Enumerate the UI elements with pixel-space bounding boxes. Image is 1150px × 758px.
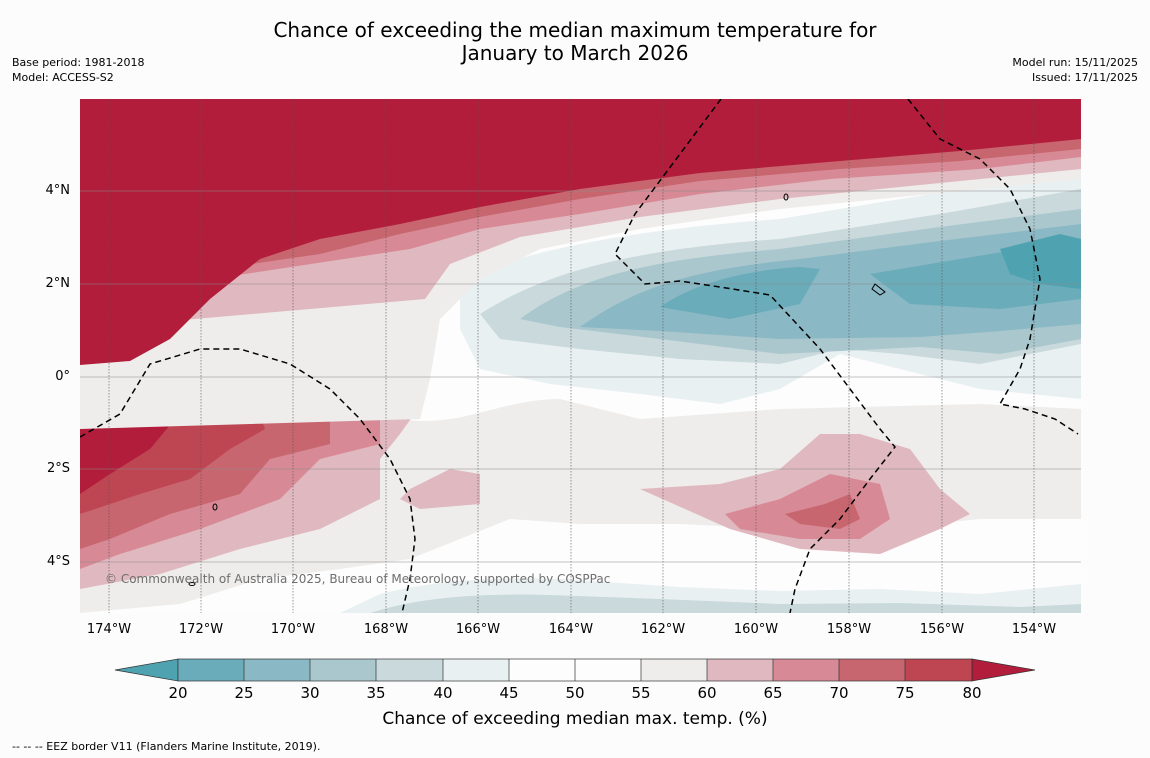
lon-label-162w: 162°W (640, 622, 686, 637)
colorbar-bin-40-45 (443, 659, 509, 681)
lon-label-174w: 174°W (86, 622, 132, 637)
lon-label-158w: 158°W (826, 622, 872, 637)
lon-label-168w: 168°W (363, 622, 409, 637)
lon-label-160w: 160°W (733, 622, 779, 637)
lon-label-172w: 172°W (178, 622, 224, 637)
colorbar-tick-45: 45 (499, 684, 519, 702)
lat-label-4n: 4°N (45, 183, 71, 198)
colorbar-bin-35-40 (376, 659, 443, 681)
colorbar-tick-50: 50 (565, 684, 585, 702)
colorbar-dividers (243, 659, 906, 681)
colorbar-label: Chance of exceeding median max. temp. (%… (382, 709, 768, 729)
colorbar-bin-50-55 (575, 659, 641, 681)
lon-label-156w: 156°W (919, 622, 965, 637)
meta-left: Base period: 1981-2018 Model: ACCESS-S2 (12, 55, 144, 85)
colorbar-tick-20: 20 (168, 684, 188, 702)
title-line-1: Chance of exceeding the median maximum t… (273, 18, 877, 42)
colorbar-bin-65-70 (773, 659, 839, 681)
eez-borders (80, 99, 1079, 613)
colorbar-tick-65: 65 (763, 684, 783, 702)
model-run: Model run: 15/11/2025 (1012, 56, 1138, 69)
chart-title: Chance of exceeding the median maximum t… (0, 19, 1150, 65)
lat-label-2n: 2°N (45, 276, 71, 291)
lat-label-0: 0° (55, 369, 70, 384)
colorbar-tick-30: 30 (300, 684, 320, 702)
colorbar-bin-75-80 (905, 659, 972, 681)
colorbar-tick-70: 70 (829, 684, 849, 702)
islands (188, 193, 886, 586)
colorbar-tick-55: 55 (631, 684, 651, 702)
colorbar-bin-70-75 (839, 659, 905, 681)
colorbar-bin-30-35 (310, 659, 376, 681)
lat-label-4s: 4°S (46, 554, 70, 569)
meta-right: Model run: 15/11/2025 Issued: 17/11/2025 (1012, 55, 1138, 85)
lon-label-154w: 154°W (1011, 622, 1057, 637)
region-35-40-south (370, 594, 1081, 613)
region-below20-north (1000, 234, 1081, 289)
region-60-65-centre-west (400, 469, 480, 509)
colorbar-tick-80: 80 (962, 684, 982, 702)
colorbar-tick-35: 35 (366, 684, 386, 702)
colorbar-bin-20-25 (178, 659, 244, 681)
colorbar-tick-40: 40 (433, 684, 453, 702)
colorbar-bin-55-60 (641, 659, 707, 681)
lon-label-166w: 166°W (455, 622, 501, 637)
region-20-25-north (660, 239, 1081, 319)
latitude-lines (80, 190, 1081, 563)
colorbar-bin-45-50 (509, 659, 575, 681)
colorbar (114, 658, 1036, 682)
colorbar-tick-75: 75 (895, 684, 915, 702)
forecast-map[interactable] (80, 99, 1081, 613)
lat-label-2s: 2°S (46, 461, 70, 476)
colorbar-arrow-high (971, 658, 1036, 682)
title-line-2: January to March 2026 (461, 41, 689, 65)
colorbar-bin-25-30 (244, 659, 310, 681)
colorbar-tick-25: 25 (234, 684, 254, 702)
lon-label-164w: 164°W (548, 622, 594, 637)
lon-label-170w: 170°W (270, 622, 316, 637)
colorbar-arrow-low (114, 658, 179, 682)
colorbar-tick-60: 60 (697, 684, 717, 702)
region-70-75-south-central (785, 494, 860, 529)
issued-date: Issued: 17/11/2025 (1031, 71, 1138, 84)
copyright-notice: © Commonwealth of Australia 2025, Bureau… (105, 572, 611, 586)
model-name: Model: ACCESS-S2 (12, 71, 114, 84)
base-period: Base period: 1981-2018 (12, 56, 145, 69)
region-above80-north (80, 99, 1081, 365)
eez-footnote: -- -- -- EEZ border V11 (Flanders Marine… (12, 740, 321, 753)
colorbar-bin-60-65 (707, 659, 773, 681)
